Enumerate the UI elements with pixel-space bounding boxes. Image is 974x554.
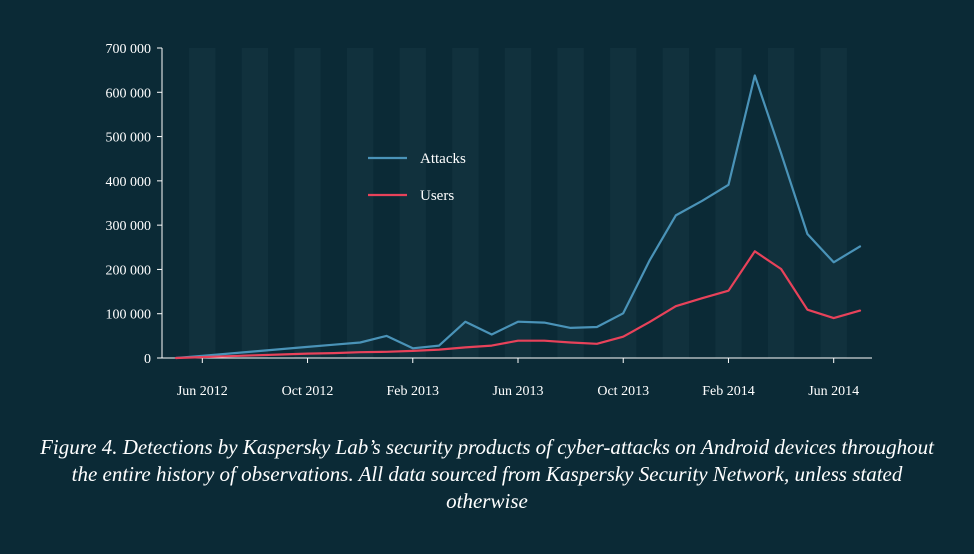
background-stripe	[820, 48, 847, 358]
background-stripe	[767, 48, 795, 358]
y-tick-label: 0	[144, 352, 151, 367]
background-stripe	[715, 48, 742, 358]
legend-label-users: Users	[420, 188, 454, 204]
x-tick-label: Jun 2012	[177, 384, 228, 399]
x-tick-label: Feb 2014	[702, 384, 755, 399]
y-tick-label: 600 000	[106, 86, 152, 101]
background-stripe	[557, 48, 584, 358]
series-line-attacks	[174, 74, 862, 360]
y-tick-label: 700 000	[106, 42, 152, 57]
background-stripe	[241, 48, 269, 358]
background-stripe	[452, 48, 479, 358]
background-stripe	[399, 48, 426, 358]
background-stripe	[347, 48, 374, 358]
y-tick-label: 400 000	[106, 175, 152, 190]
x-tick-label: Jun 2013	[493, 384, 544, 399]
series-lines	[174, 74, 862, 360]
x-tick-label: Oct 2013	[597, 384, 649, 399]
background-stripe	[610, 48, 637, 358]
background-stripe	[189, 48, 216, 358]
background-stripes	[189, 48, 847, 358]
series-line-users	[174, 250, 862, 360]
x-axis: Jun 2012 Oct 2012 Feb 2013 Jun 2013 Oct 2013…	[162, 357, 872, 399]
legend: Attacks Users	[368, 151, 466, 204]
line-chart: 0 100 000 200 000 300 000 400 000 500 000 600 …	[106, 42, 872, 399]
background-stripe	[504, 48, 532, 358]
x-tick-label: Jun 2014	[808, 384, 859, 399]
x-tick-label: Feb 2013	[387, 384, 440, 399]
legend-label-attacks: Attacks	[420, 151, 466, 167]
figure-caption: Figure 4. Detections by Kaspersky Lab’s …	[40, 435, 934, 513]
y-tick-label: 100 000	[106, 308, 152, 323]
x-tick-label: Oct 2012	[282, 384, 334, 399]
y-tick-label: 200 000	[106, 263, 152, 278]
y-tick-label: 300 000	[106, 219, 152, 234]
background-stripe	[294, 48, 321, 358]
y-tick-label: 500 000	[106, 131, 152, 146]
y-axis: 0 100 000 200 000 300 000 400 000 500 000 600 …	[106, 42, 163, 367]
